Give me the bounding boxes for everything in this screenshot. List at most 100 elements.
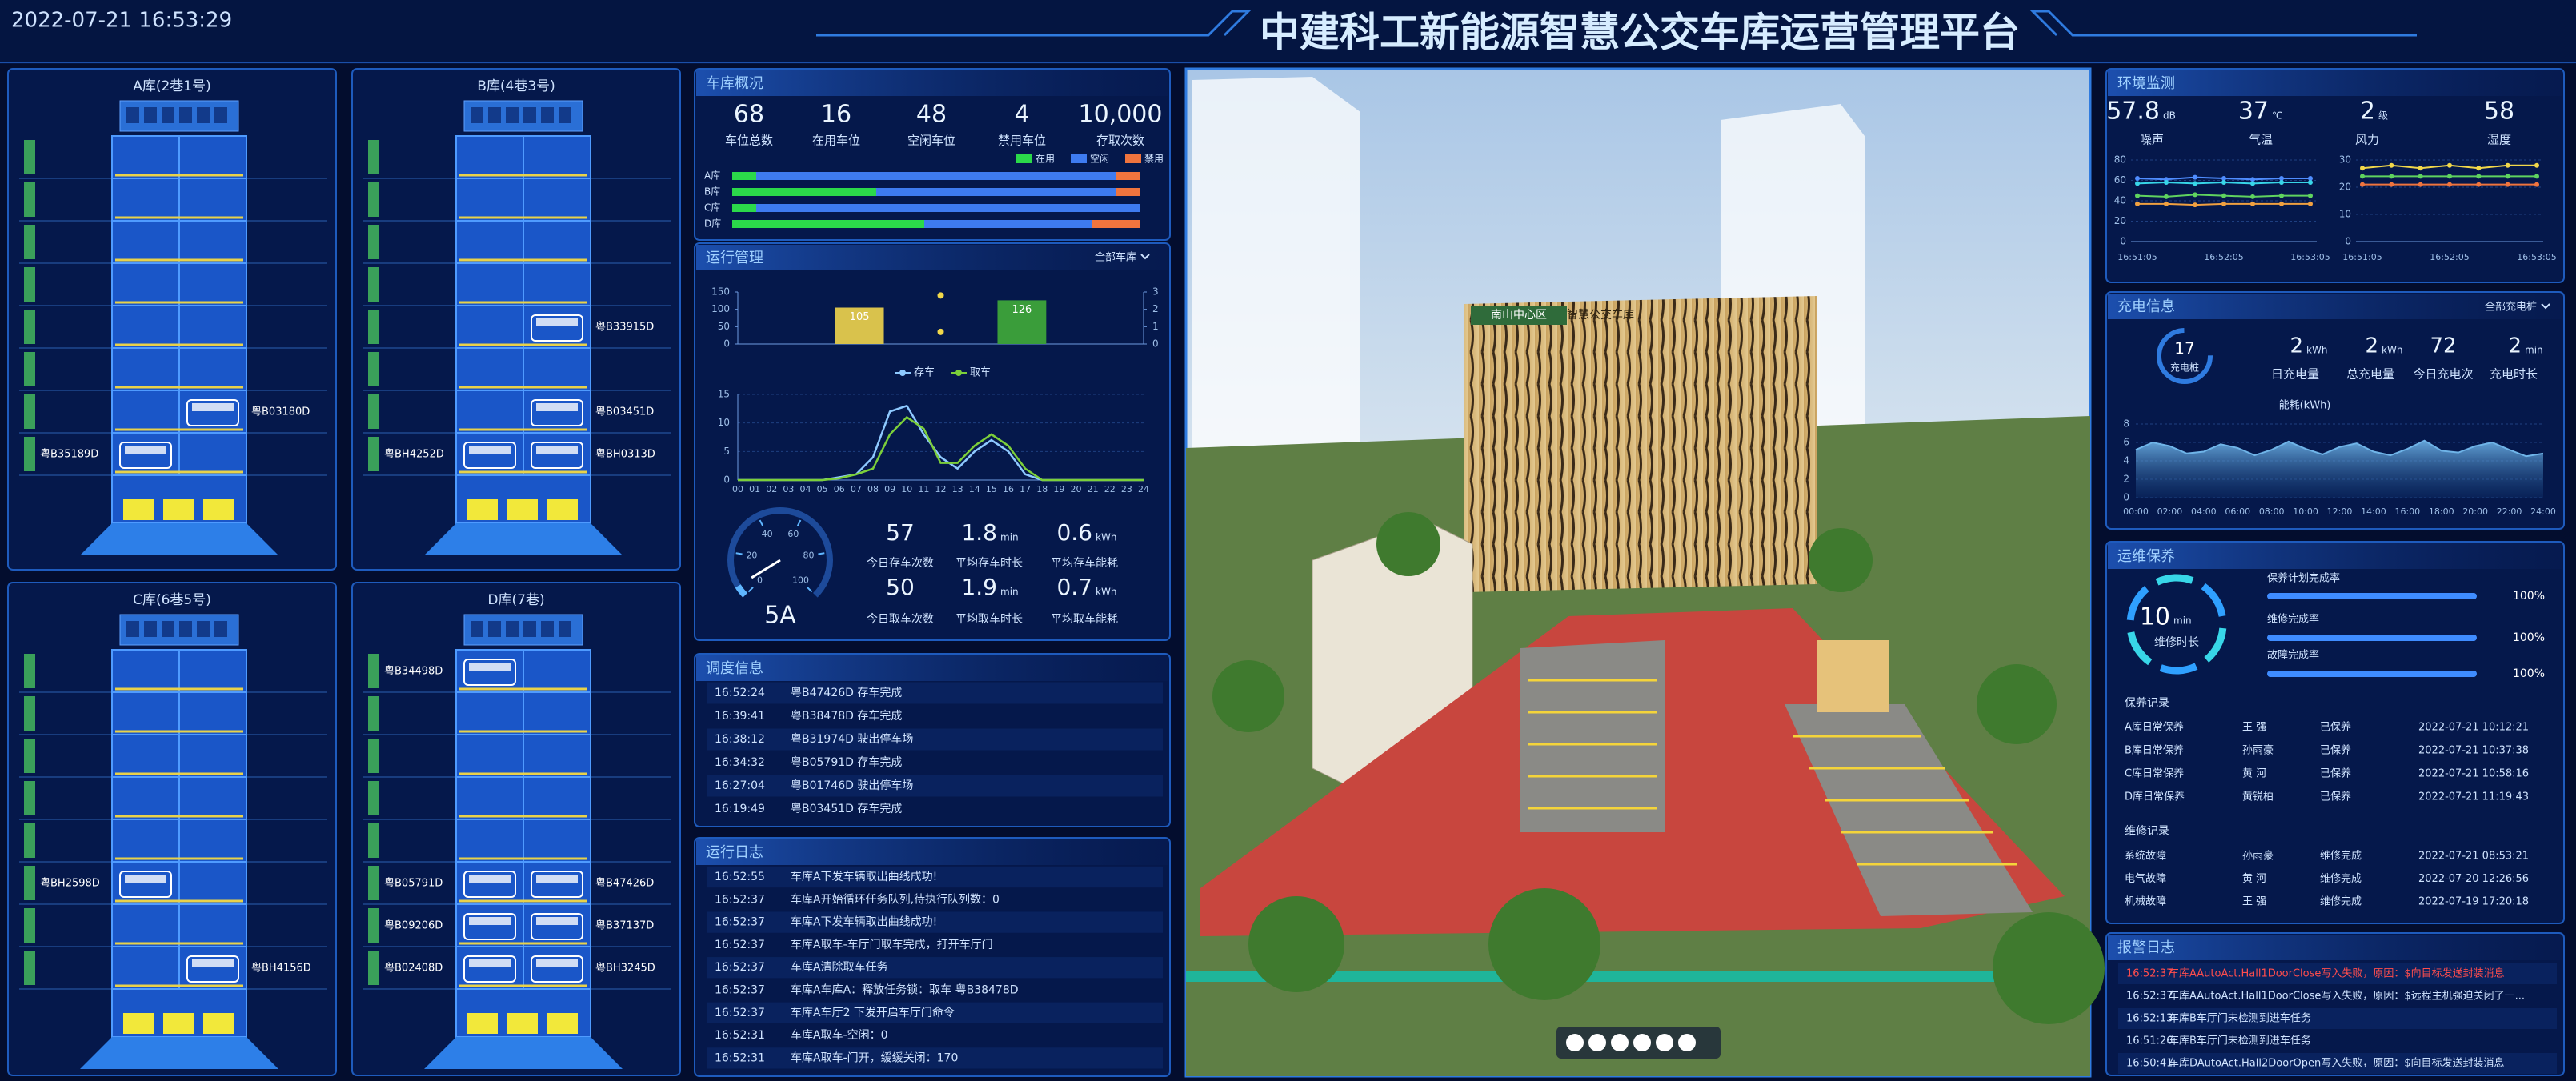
y-tick-label: 100 — [711, 303, 730, 314]
tower-plinth — [80, 523, 278, 555]
ring-unit: min — [2173, 615, 2192, 627]
row-time: 16:52:37 — [715, 939, 765, 951]
y-tick-label: 0 — [2120, 236, 2126, 247]
stat-value: 0.7 — [1056, 574, 1092, 600]
slot-tag — [368, 781, 379, 815]
rotate[interactable] — [1611, 1034, 1629, 1051]
bus — [531, 399, 583, 426]
stat-label: 存取次数 — [1096, 134, 1144, 148]
x-tick-label: 05 — [817, 484, 828, 494]
x-tick-label: 02 — [766, 484, 777, 494]
panel-title: 充电信息 — [2117, 298, 2175, 315]
slot-tag — [368, 823, 379, 858]
series-line — [738, 415, 1144, 482]
table-cell: 机械故障 — [2125, 896, 2166, 908]
y-tick-label: 60 — [2114, 174, 2126, 186]
row-text: 粤B38478D 存车完成 — [791, 709, 902, 723]
point — [2135, 201, 2140, 206]
roof-window — [179, 621, 192, 637]
point — [2534, 182, 2539, 187]
table-cell: 2022-07-21 11:19:43 — [2418, 791, 2529, 803]
stat-unit: kWh — [1096, 587, 1116, 598]
bus — [531, 871, 583, 898]
plate: 粤BH2598D — [40, 877, 100, 890]
plate: 粤B03451D — [595, 406, 654, 418]
screenshot[interactable] — [1678, 1034, 1696, 1051]
panel-header — [2108, 543, 2562, 569]
plate: 粤B33915D — [595, 321, 654, 334]
table-cell: 黄锐柏 — [2242, 791, 2274, 803]
stat-unit: min — [2525, 345, 2543, 356]
zoom-in[interactable] — [1566, 1034, 1584, 1051]
gauge-tick-label: 20 — [746, 550, 757, 560]
x-tick-label: 02:00 — [2157, 506, 2183, 517]
progress-label: 维修完成率 — [2267, 613, 2319, 626]
tower — [1192, 77, 1360, 528]
dropdown[interactable]: 全部车库 — [1095, 251, 1136, 264]
ring-segment — [2159, 663, 2198, 675]
point — [2534, 162, 2539, 168]
row-time: 16:52:55 — [715, 871, 765, 883]
stat-value: 57.8 — [2106, 98, 2160, 126]
row-text: 车库A下发车辆取出曲线成功! — [791, 870, 937, 883]
dropdown[interactable]: 全部充电桩 — [2485, 301, 2537, 314]
point — [2193, 174, 2197, 180]
row-time: 16:52:13 — [2126, 1013, 2173, 1025]
page-title: 中建科工新能源智慧公交车库运营管理平台 — [1260, 10, 2020, 56]
row-time: 16:51:26 — [2126, 1035, 2173, 1047]
x-tick-label: 09 — [884, 484, 895, 494]
layers[interactable] — [1656, 1034, 1673, 1051]
y-tick-label: 10 — [718, 417, 730, 428]
row-text: 车库B车厅门未检测到进车任务 — [2169, 1035, 2311, 1047]
y-tick-label: 20 — [2114, 215, 2126, 226]
bus-window — [192, 403, 234, 411]
bus — [463, 442, 516, 469]
garage-title: D库(7巷) — [487, 592, 544, 608]
legend-label: 在用 — [1036, 154, 1055, 165]
point — [2505, 162, 2510, 168]
point — [2164, 201, 2169, 206]
x-tick-label: 04 — [800, 484, 811, 494]
stat-label: 空闲车位 — [907, 134, 955, 148]
point — [2135, 181, 2140, 186]
x-tick-label: 00 — [732, 484, 743, 494]
bus-window — [469, 917, 511, 925]
gauge-needle — [751, 559, 781, 579]
point — [2476, 174, 2482, 179]
x-tick-label: 08 — [867, 484, 879, 494]
ring-segment — [2201, 583, 2226, 617]
header-deco — [2029, 10, 2417, 37]
zoom-out[interactable] — [1588, 1034, 1606, 1051]
bar-segment — [876, 188, 1116, 196]
gauge-tick — [747, 587, 754, 593]
plate: 粤BH4156D — [251, 962, 311, 975]
roof-window — [126, 621, 139, 637]
row-time: 16:52:31 — [715, 1051, 765, 1064]
x-tick-label: 10 — [901, 484, 912, 494]
point — [2221, 180, 2226, 186]
bus — [119, 871, 172, 898]
garage-title: A库(2巷1号) — [133, 78, 211, 94]
bar-segment — [732, 172, 756, 180]
plate: 粤BH3245D — [595, 962, 655, 975]
stat-unit: kWh — [2382, 345, 2402, 356]
bus-window — [125, 446, 166, 454]
kiosk — [1817, 640, 1889, 712]
tower-plinth — [424, 523, 623, 555]
info[interactable] — [1633, 1034, 1651, 1051]
stat-value: 16 — [821, 101, 851, 129]
garage-title: B库(4巷3号) — [477, 78, 555, 94]
table-cell: 黄 河 — [2242, 873, 2266, 885]
table-cell: 电气故障 — [2125, 872, 2166, 885]
row-time: 16:52:37 — [715, 984, 765, 997]
roof-window — [506, 621, 519, 637]
slot-tag — [368, 267, 379, 302]
point — [2250, 201, 2255, 206]
point — [2221, 175, 2226, 181]
bus-window — [536, 917, 578, 925]
row-stripe — [707, 775, 1163, 797]
x-tick-label: 21 — [1088, 484, 1099, 494]
plate: 粤B05791D — [384, 877, 443, 890]
x-tick-label: 16:53:05 — [2517, 252, 2556, 262]
